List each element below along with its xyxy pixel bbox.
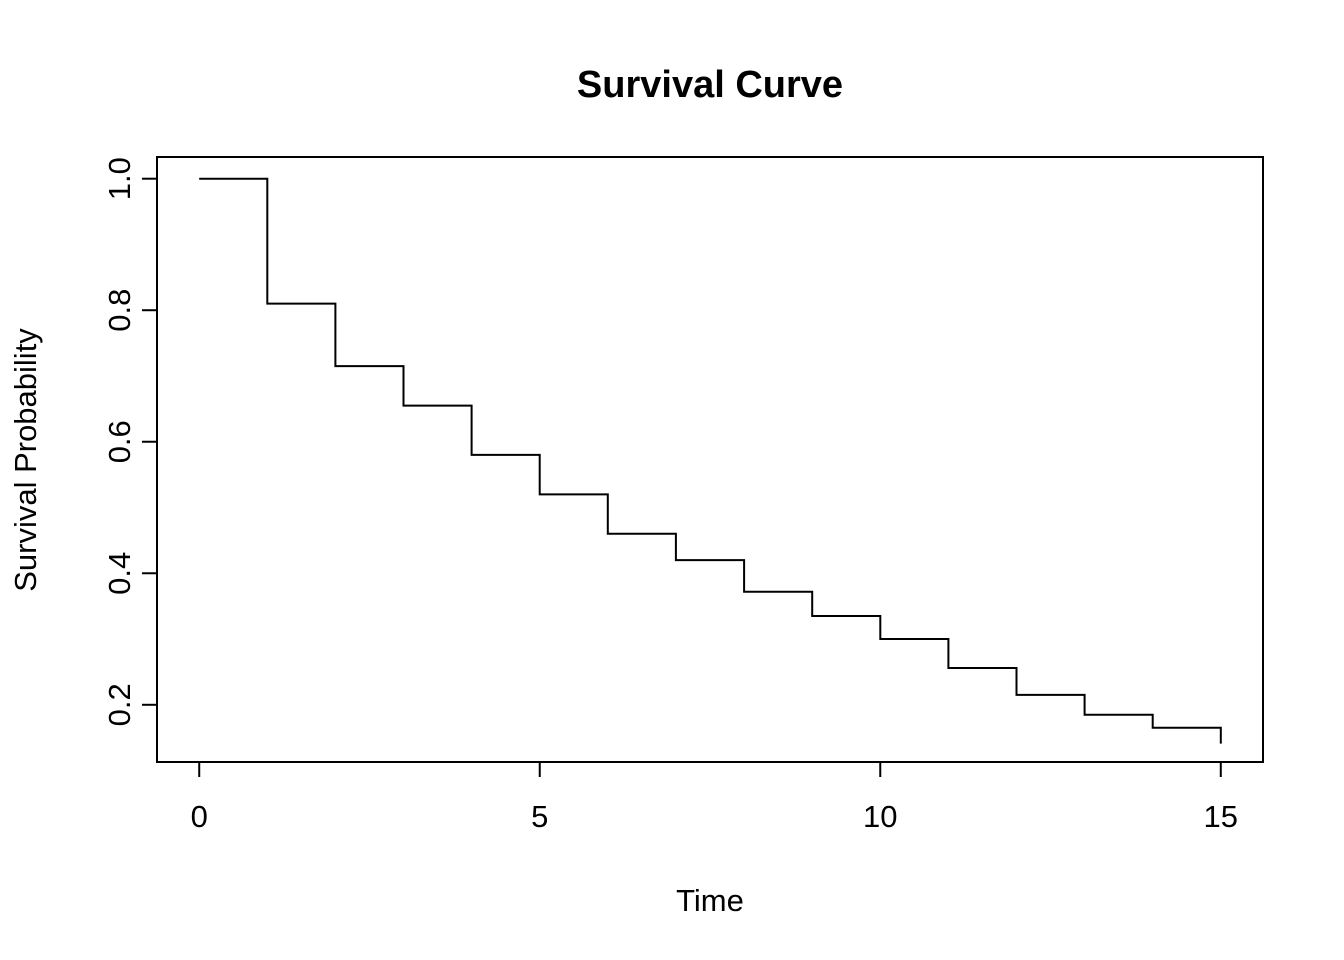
survival-step-path — [199, 177, 1222, 744]
axes: 0 5 10 15 0.2 0.4 0.6 0.8 1.0 — [102, 157, 1238, 834]
y-tick-label: 0.4 — [102, 552, 137, 595]
x-tick-label: 0 — [191, 799, 208, 834]
plot-box-rect — [156, 156, 1264, 763]
x-tick-label: 10 — [863, 799, 897, 834]
plot-border — [156, 156, 1264, 763]
y-tick-label: 0.2 — [102, 683, 137, 726]
y-tick-label: 0.6 — [102, 420, 137, 463]
chart-title: Survival Curve — [577, 64, 843, 106]
y-tick-label: 0.8 — [102, 289, 137, 332]
y-axis-title: Survival Probability — [8, 328, 43, 592]
x-axis-title: Time — [676, 883, 744, 918]
x-tick-label: 15 — [1204, 799, 1238, 834]
x-tick-label: 5 — [531, 799, 548, 834]
survival-step-line — [199, 177, 1222, 744]
y-tick-label: 1.0 — [102, 157, 137, 200]
